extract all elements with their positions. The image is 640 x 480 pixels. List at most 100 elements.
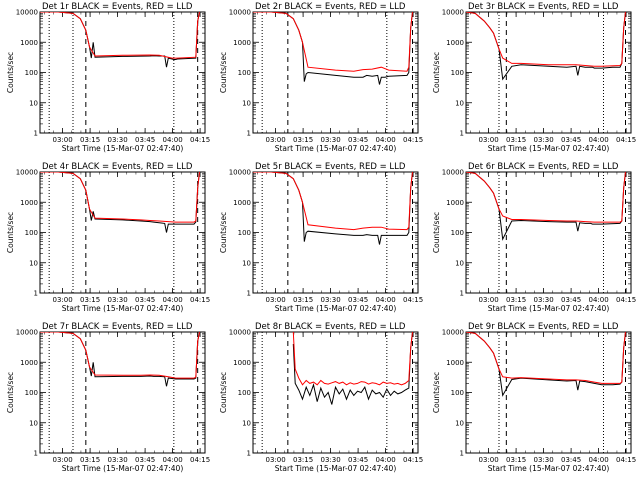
x-tick-label: 04:15	[403, 136, 423, 144]
x-tick-label: 03:00	[479, 296, 499, 304]
x-tick-label: 03:30	[321, 136, 341, 144]
y-tick-label: 10000	[229, 9, 251, 17]
chart-svg: Det 4r BLACK = Events, RED = LLD 1 10 100 10…	[6, 162, 210, 313]
plot-frame	[252, 11, 419, 134]
x-tick-label: 03:30	[534, 136, 554, 144]
chart-svg: Det 2r BLACK = Events, RED = LLD 1 10 100 10…	[219, 2, 423, 153]
y-tick-label: 10	[455, 259, 464, 267]
x-tick-label: 03:30	[534, 296, 554, 304]
chart-title: Det 2r BLACK = Events, RED = LLD	[255, 2, 406, 12]
x-axis-label: Start Time (15-Mar-07 02:47:40)	[62, 304, 184, 313]
y-tick-label: 1	[247, 290, 251, 298]
lld-series-line	[292, 332, 413, 386]
y-tick-label: 1	[247, 450, 251, 458]
events-series-line	[466, 332, 626, 397]
x-axis-label: Start Time (15-Mar-07 02:47:40)	[62, 144, 184, 153]
plot-frame	[39, 11, 206, 134]
x-tick-label: 04:15	[190, 456, 210, 464]
x-tick-label: 04:00	[376, 296, 396, 304]
x-tick-label: 04:00	[376, 456, 396, 464]
y-axis-label: Counts/sec	[6, 372, 15, 413]
plot-frame	[39, 331, 206, 454]
x-tick-label: 03:15	[506, 296, 526, 304]
detector-panel: Det 4r BLACK = Events, RED = LLD 1 10 100 10…	[0, 160, 213, 320]
y-tick-label: 1	[460, 290, 464, 298]
y-axis-label: Counts/sec	[6, 52, 15, 93]
x-tick-label: 03:30	[108, 456, 128, 464]
y-tick-label: 100	[25, 229, 38, 237]
y-tick-label: 10000	[442, 169, 464, 177]
x-tick-label: 03:15	[293, 296, 313, 304]
y-tick-label: 1	[460, 450, 464, 458]
y-tick-label: 1	[34, 290, 38, 298]
chart-title: Det 6r BLACK = Events, RED = LLD	[468, 162, 619, 172]
y-tick-label: 10	[455, 419, 464, 427]
events-series-line	[58, 12, 200, 68]
plot-frame	[465, 171, 632, 294]
plot-frame	[252, 171, 419, 294]
lld-series-line	[466, 12, 626, 67]
x-tick-label: 03:00	[53, 456, 73, 464]
x-axis-label: Start Time (15-Mar-07 02:47:40)	[488, 464, 610, 473]
y-tick-label: 10000	[442, 329, 464, 337]
x-tick-label: 03:15	[293, 456, 313, 464]
lld-series-line	[40, 12, 200, 59]
y-tick-label: 1000	[233, 359, 251, 367]
chart-title: Det 1r BLACK = Events, RED = LLD	[42, 2, 193, 12]
x-tick-label: 03:45	[135, 136, 155, 144]
events-series-line	[58, 172, 200, 233]
x-tick-label: 03:00	[266, 296, 286, 304]
y-tick-label: 1000	[233, 39, 251, 47]
x-tick-label: 04:00	[589, 456, 609, 464]
x-tick-label: 04:00	[163, 456, 183, 464]
y-axis-label: Counts/sec	[6, 212, 15, 253]
y-tick-label: 10000	[16, 9, 38, 17]
y-tick-label: 1000	[446, 199, 464, 207]
lld-series-line	[40, 332, 200, 379]
lld-series-line	[253, 172, 413, 231]
detector-panel: Det 6r BLACK = Events, RED = LLD 1 10 100 10…	[426, 160, 639, 320]
y-tick-label: 10000	[442, 9, 464, 17]
events-series-line	[466, 12, 626, 81]
x-tick-label: 03:30	[321, 456, 341, 464]
y-axis-label: Counts/sec	[219, 212, 228, 253]
plot-frame	[465, 331, 632, 454]
x-tick-label: 04:00	[589, 296, 609, 304]
x-axis-label: Start Time (15-Mar-07 02:47:40)	[488, 144, 610, 153]
x-tick-label: 03:00	[53, 296, 73, 304]
lld-series-line	[40, 172, 200, 223]
chart-title: Det 4r BLACK = Events, RED = LLD	[42, 162, 193, 172]
y-tick-label: 100	[25, 69, 38, 77]
x-tick-label: 03:30	[108, 296, 128, 304]
x-axis-label: Start Time (15-Mar-07 02:47:40)	[275, 144, 397, 153]
y-tick-label: 10	[29, 419, 38, 427]
y-tick-label: 10	[29, 99, 38, 107]
detector-panel: Det 9r BLACK = Events, RED = LLD 1 10 100 10…	[426, 320, 639, 480]
y-axis-label: Counts/sec	[432, 212, 441, 253]
x-tick-label: 03:15	[80, 136, 100, 144]
y-tick-label: 100	[25, 389, 38, 397]
x-tick-label: 03:45	[348, 456, 368, 464]
x-tick-label: 03:45	[561, 296, 581, 304]
x-tick-label: 03:15	[293, 136, 313, 144]
x-tick-label: 03:45	[135, 296, 155, 304]
x-tick-label: 03:45	[348, 136, 368, 144]
detector-panel: Det 3r BLACK = Events, RED = LLD 1 10 100 10…	[426, 0, 639, 160]
y-tick-label: 100	[451, 229, 464, 237]
chart-title: Det 5r BLACK = Events, RED = LLD	[255, 162, 406, 172]
x-tick-label: 03:00	[479, 456, 499, 464]
y-axis-label: Counts/sec	[432, 52, 441, 93]
x-tick-label: 04:00	[376, 136, 396, 144]
x-tick-label: 04:15	[190, 136, 210, 144]
events-series-line	[292, 332, 413, 405]
x-tick-label: 04:00	[589, 136, 609, 144]
plot-frame	[39, 171, 206, 294]
x-axis-label: Start Time (15-Mar-07 02:47:40)	[62, 464, 184, 473]
chart-svg: Det 1r BLACK = Events, RED = LLD 1 10 100 10…	[6, 2, 210, 153]
x-tick-label: 03:00	[53, 136, 73, 144]
y-tick-label: 100	[238, 389, 251, 397]
events-series-line	[271, 172, 413, 245]
y-tick-label: 100	[451, 389, 464, 397]
y-tick-label: 10	[242, 419, 251, 427]
x-tick-label: 04:15	[616, 456, 636, 464]
